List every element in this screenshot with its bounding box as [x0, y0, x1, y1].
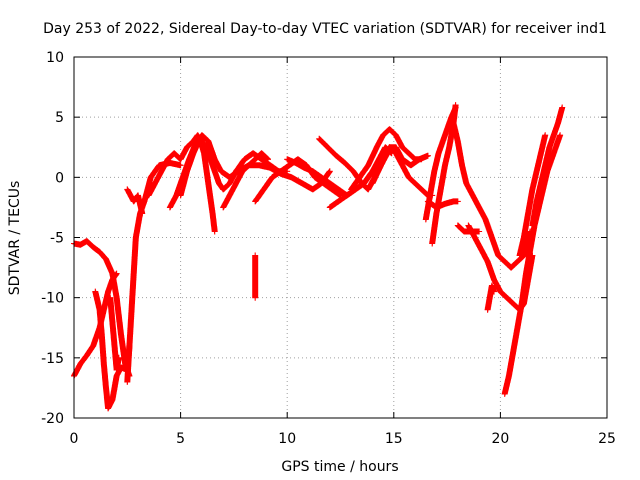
y-tick-label: -20 [41, 411, 64, 427]
data-series-track-04 [107, 294, 122, 373]
plus-markers [166, 132, 333, 211]
plus-markers [454, 222, 483, 235]
plus-markers [529, 104, 566, 229]
data-series-track-10 [220, 150, 271, 211]
x-tick-labels: 0 5 10 15 20 25 [70, 431, 616, 447]
data-series-track-06 [124, 186, 146, 217]
data-series-track-23 [454, 222, 483, 235]
data-series-track-18 [422, 104, 459, 223]
y-tick-label: -15 [41, 351, 64, 367]
data-series-track-16 [348, 126, 425, 193]
y-tick-label: 0 [55, 170, 64, 186]
plus-markers [369, 144, 431, 187]
plus-markers [220, 150, 271, 211]
y-tick-label: 5 [55, 110, 64, 126]
y-tick-label: -10 [41, 291, 64, 307]
plus-markers [450, 120, 534, 271]
plus-markers [422, 104, 459, 223]
plus-markers [252, 252, 259, 301]
plus-markers [424, 198, 461, 211]
plot-frame [73, 56, 608, 419]
x-tick-label: 15 [385, 431, 403, 447]
plus-markers [484, 282, 497, 313]
data-series-track-20 [424, 198, 461, 211]
plus-markers [348, 126, 425, 193]
data-series-track-24 [484, 282, 497, 313]
x-tick-label: 5 [176, 431, 185, 447]
y-tick-label: 10 [46, 50, 64, 66]
plus-markers [516, 132, 549, 259]
x-tick-label: 20 [491, 431, 509, 447]
data-series-track-21 [450, 120, 534, 271]
data-series-track-27 [516, 132, 549, 259]
x-tick-label: 25 [598, 431, 616, 447]
data-series-track-26 [529, 104, 566, 229]
y-tick-label: -5 [50, 231, 64, 247]
plus-markers [107, 294, 122, 373]
y-axis-label: SDTVAR / TECUs [7, 181, 23, 296]
y-tick-labels: -20 -15 -10 -5 0 5 10 [41, 50, 64, 427]
x-tick-label: 0 [70, 431, 79, 447]
plus-markers [124, 186, 146, 217]
grid-lines [74, 57, 607, 418]
x-tick-label: 10 [278, 431, 296, 447]
data-series-track-17 [369, 144, 431, 187]
data-series-track-09 [166, 132, 333, 211]
x-axis-label: GPS time / hours [281, 459, 398, 475]
plot-area [71, 102, 566, 412]
chart-title: Day 253 of 2022, Sidereal Day-to-day VTE… [43, 21, 607, 37]
data-series-track-11 [252, 252, 259, 301]
